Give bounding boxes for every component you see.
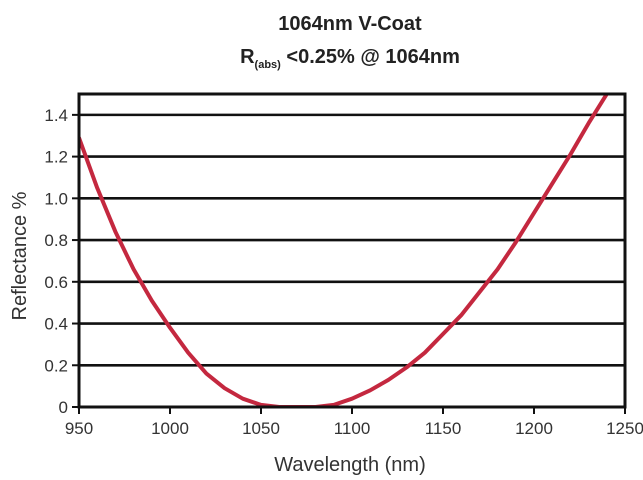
y-axis-label: Reflectance % bbox=[9, 191, 31, 320]
title-spec: <0.25% @ 1064nm bbox=[281, 46, 460, 68]
y-tick-label: 1.2 bbox=[44, 148, 68, 167]
x-axis-ticks: 950 1000 1050 1100 1150 1200 1250 bbox=[65, 407, 643, 438]
reflectance-curve-layer bbox=[79, 94, 610, 407]
plot-area-frame bbox=[77, 92, 627, 409]
title-subscript: (abs) bbox=[255, 59, 282, 71]
y-axis-ticks: 0 0.2 0.4 0.6 0.8 1.0 1.2 1.4 bbox=[44, 106, 79, 417]
y-tick-label: 0.8 bbox=[44, 231, 68, 250]
chart-title: 1064nm V-Coat R(abs) <0.25% @ 1064nm bbox=[240, 13, 460, 71]
x-tick-label: 1100 bbox=[334, 419, 371, 438]
y-tick-label: 0.6 bbox=[44, 273, 68, 292]
x-tick-label: 1000 bbox=[151, 419, 189, 438]
y-tick-label: 0.2 bbox=[44, 356, 68, 375]
x-axis-label: Wavelength (nm) bbox=[274, 454, 426, 476]
x-tick-label: 950 bbox=[65, 419, 93, 438]
chart-title-line-2: R(abs) <0.25% @ 1064nm bbox=[240, 46, 460, 71]
chart-title-line-1: 1064nm V-Coat bbox=[278, 13, 422, 35]
reflectance-curve bbox=[79, 94, 610, 407]
y-tick-label: 0 bbox=[59, 398, 68, 417]
x-tick-label: 1050 bbox=[242, 419, 280, 438]
y-tick-label: 0.4 bbox=[44, 315, 68, 334]
horizontal-gridlines bbox=[79, 113, 625, 367]
x-tick-label: 1250 bbox=[606, 419, 643, 438]
y-tick-label: 1.4 bbox=[44, 106, 68, 125]
y-tick-label: 1.0 bbox=[44, 189, 68, 208]
x-tick-label: 1200 bbox=[515, 419, 553, 438]
title-r-symbol: R bbox=[240, 46, 255, 68]
x-tick-label: 1150 bbox=[425, 419, 462, 438]
